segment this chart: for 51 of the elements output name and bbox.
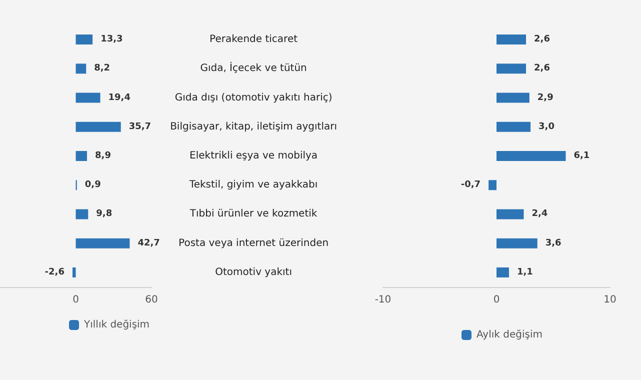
x-tick-label: -10 — [374, 294, 392, 306]
legend-label: Yıllık değişim — [83, 320, 150, 330]
x-tick-label: 60 — [145, 294, 158, 306]
bar — [496, 92, 530, 103]
x-tick-label: 0 — [72, 294, 79, 306]
bar — [496, 209, 524, 220]
bar — [76, 92, 100, 103]
y-tick-label: Tıbbi ürünler ve kozmetik — [188, 208, 318, 220]
y-tick-label: Posta veya internet üzerinden — [178, 238, 329, 249]
data-label: 2,6 — [534, 64, 550, 74]
data-label: 0,9 — [84, 180, 101, 190]
data-label: -2,6 — [44, 267, 64, 278]
bar — [496, 34, 526, 45]
data-label: 1,1 — [516, 267, 533, 278]
bar — [76, 64, 86, 74]
bar — [76, 34, 93, 45]
y-tick-label: Tekstil, giyim ve ayakkabı — [188, 180, 318, 191]
bar — [488, 180, 496, 190]
legend-label: Aylık değişim — [476, 330, 542, 340]
data-label: 3,6 — [545, 238, 562, 248]
bar — [496, 267, 509, 278]
bar — [72, 267, 76, 278]
data-label: 2,4 — [532, 209, 548, 220]
data-label: -0,7 — [460, 180, 481, 190]
y-tick-label: Elektrikli eşya ve mobilya — [190, 150, 318, 162]
bar — [76, 238, 130, 248]
data-label: 13,3 — [100, 34, 123, 45]
data-label: 8,2 — [94, 64, 110, 74]
data-label: 9,8 — [96, 209, 112, 220]
data-label: 2,6 — [534, 34, 550, 45]
y-tick-label: Gıda dışı (otomotiv yakıtı hariç) — [174, 92, 332, 104]
data-label: 8,9 — [95, 151, 111, 161]
bar — [496, 64, 526, 74]
y-tick-label: Gıda, İçecek ve tütün — [200, 61, 307, 74]
bar — [76, 209, 88, 220]
data-label: 3,0 — [538, 122, 555, 132]
bar — [496, 122, 531, 132]
bar — [76, 122, 121, 132]
y-tick-label: Otomotiv yakıtı — [215, 266, 292, 278]
data-label: 35,7 — [128, 122, 152, 132]
bar — [76, 151, 88, 161]
data-label: 19,4 — [108, 92, 130, 103]
y-tick-label: Perakende ticaret — [210, 34, 298, 46]
data-label: 6,1 — [574, 151, 590, 161]
x-tick-label: 0 — [493, 294, 500, 306]
data-label: 42,7 — [138, 238, 160, 248]
y-tick-label: Bilgisayar, kitap, iletişim aygıtları — [170, 121, 338, 132]
data-label: 2,9 — [537, 92, 554, 103]
x-tick-label: 10 — [604, 294, 616, 306]
bar — [496, 238, 538, 248]
bar — [496, 151, 566, 161]
